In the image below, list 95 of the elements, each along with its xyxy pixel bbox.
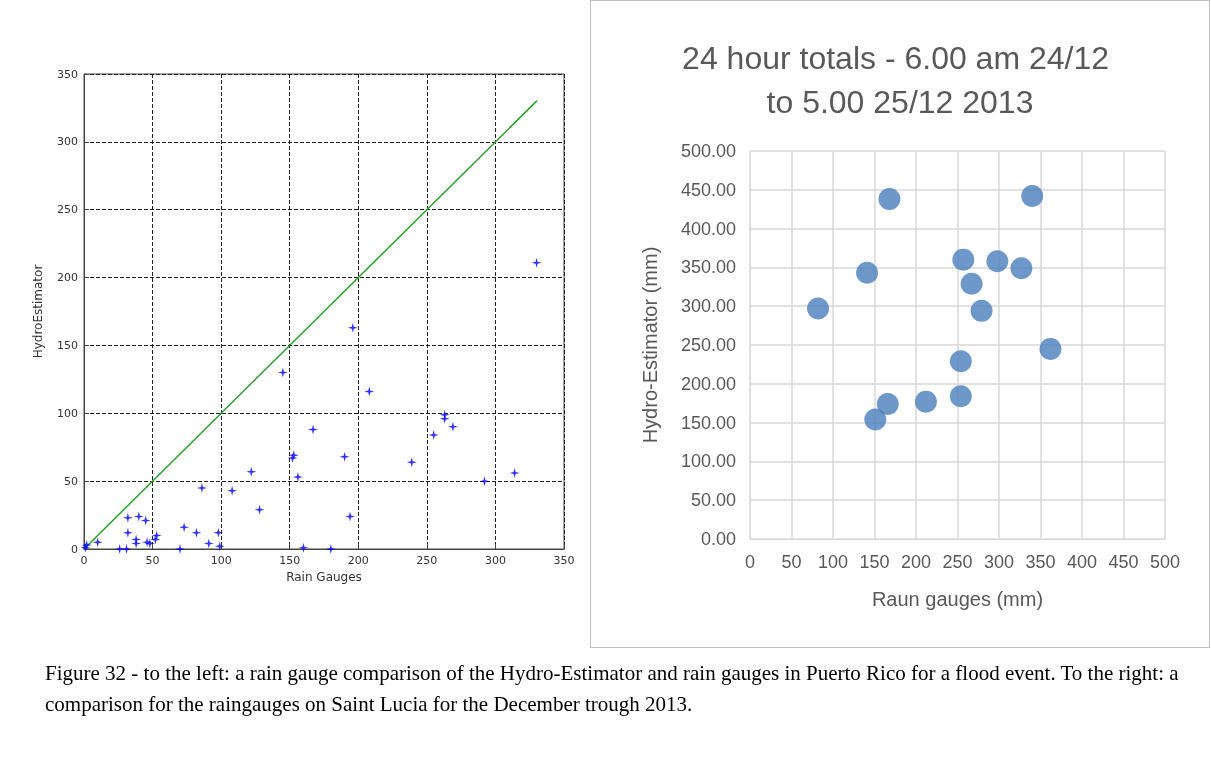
point (878, 188, 901, 211)
y-tick-label: 350 (57, 67, 78, 81)
x-tick-label: 500 (1149, 552, 1181, 572)
point (308, 424, 319, 435)
point (960, 272, 983, 295)
x-tick-label: 300 (983, 552, 1015, 572)
y-tick-label: 150 (57, 338, 78, 352)
point (949, 385, 972, 408)
point (227, 485, 238, 496)
x-tick-label: 200 (347, 554, 369, 567)
point (864, 408, 887, 431)
point (254, 504, 265, 515)
x-tick-label: 100 (817, 552, 849, 572)
x-tick-label: 150 (279, 554, 301, 567)
y-tick-label: 100.00 (680, 451, 736, 472)
point (114, 544, 125, 554)
point (175, 544, 185, 554)
point (121, 544, 132, 554)
point (876, 392, 899, 415)
point (122, 527, 133, 538)
y-tick-label: 50.00 (690, 490, 736, 511)
x-tick-label: 450 (1108, 552, 1139, 572)
y-tick-label: 0 (71, 542, 78, 556)
x-tick-label: 150 (859, 552, 890, 572)
x-tick-label: 350 (1025, 552, 1056, 572)
point (213, 527, 224, 538)
y-axis-title: HydroEstimator (31, 264, 45, 359)
point (428, 430, 439, 440)
point (914, 390, 937, 413)
x-axis-title: Rain Gauges (286, 570, 362, 584)
point (364, 386, 375, 397)
point (952, 248, 975, 271)
point (1021, 185, 1044, 207)
x-tick-label: 350 (553, 554, 575, 567)
x-axis-title: Raun gauges (mm) (871, 588, 1044, 610)
x-tick-label: 50 (781, 552, 802, 572)
point (1039, 337, 1062, 360)
point (807, 297, 830, 320)
point (531, 257, 542, 268)
point (133, 511, 144, 522)
x-tick-label: 250 (942, 552, 973, 572)
point (131, 538, 142, 549)
point (345, 511, 356, 522)
x-tick-label: 400 (1066, 552, 1098, 572)
point (1010, 257, 1033, 280)
x-tick-label: 300 (484, 554, 506, 567)
point (325, 544, 336, 554)
y-tick-label: 250.00 (680, 335, 736, 355)
caption: Figure 32 - to the left: a rain gauge comparison of the Hydro-Estimator and rain gauges in Puerto Rico for a flood event. To the right: a comparison for the raingauges on Saint Lucia for the December trough 2013. (45, 660, 1180, 718)
x-tick-label: 250 (416, 554, 438, 567)
point (439, 413, 450, 424)
point (447, 421, 458, 432)
point (122, 512, 133, 523)
y-tick-label: 150.00 (680, 412, 736, 433)
y-tick-label: 450.00 (680, 179, 736, 200)
point (856, 261, 879, 284)
point (509, 468, 520, 478)
y-tick-label: 250 (57, 203, 78, 217)
point (214, 541, 225, 552)
y-tick-label: 200 (57, 271, 78, 285)
point (339, 451, 350, 462)
point (479, 476, 490, 487)
point (298, 542, 309, 553)
chart-title: 24 hour totals - 6.00 am 24/12 to 5.00 25/12 2013 (682, 40, 1118, 120)
y-tick-label: 200.00 (680, 373, 736, 394)
point (347, 322, 358, 333)
point (292, 472, 303, 483)
point (150, 534, 161, 545)
point (151, 530, 162, 541)
point (196, 482, 207, 493)
y-tick-label: 0.00 (700, 529, 736, 549)
x-tick-label: 200 (900, 552, 932, 572)
point (203, 538, 214, 549)
point (92, 537, 103, 548)
y-tick-label: 500.00 (680, 141, 736, 161)
y-tick-label: 100 (57, 406, 78, 420)
y-tick-label: 300 (57, 135, 78, 149)
y-tick-label: 350.00 (680, 257, 736, 278)
point (246, 466, 257, 477)
point (970, 299, 993, 322)
x-tick-label: 100 (210, 554, 232, 567)
point (191, 527, 202, 538)
x-tick-label: 0 (80, 554, 88, 567)
y-tick-label: 300.00 (680, 296, 736, 317)
point (140, 515, 151, 526)
point (949, 350, 972, 373)
y-tick-label: 400.00 (680, 218, 736, 239)
x-tick-label: 0 (744, 552, 756, 572)
y-axis-title: Hydro-Estimator (mm) (639, 246, 661, 444)
y-tick-label: 50 (64, 474, 78, 488)
point (986, 250, 1009, 273)
x-tick-label: 50 (145, 554, 160, 567)
point (277, 367, 288, 378)
point (179, 522, 190, 533)
point (406, 457, 417, 468)
